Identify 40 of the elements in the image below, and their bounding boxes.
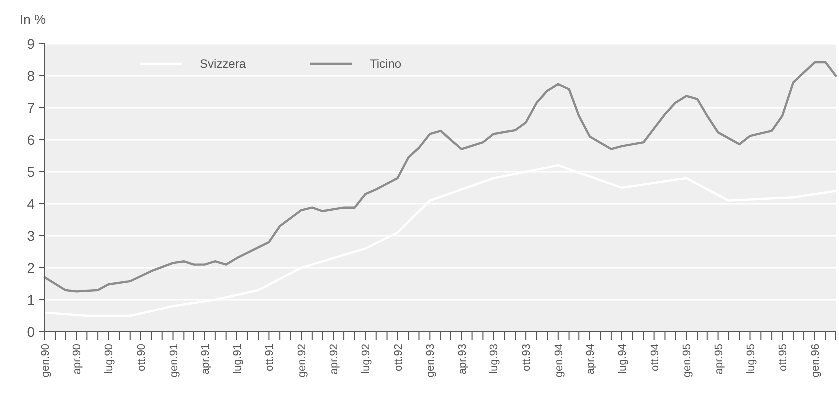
x-tick-label: lug.93 bbox=[488, 344, 501, 374]
y-tick-label: 8 bbox=[27, 68, 36, 84]
x-tick-label: gen.95 bbox=[682, 344, 694, 378]
y-tick-label: 9 bbox=[27, 36, 36, 52]
y-tick-label: 1 bbox=[27, 292, 36, 308]
x-tick-label: ott.90 bbox=[136, 344, 148, 372]
x-tick-label: lug.94 bbox=[617, 344, 629, 374]
x-tick-label: lug.92 bbox=[360, 344, 372, 374]
x-tick-label: gen.93 bbox=[425, 344, 438, 378]
x-tick-label: ott.94 bbox=[649, 344, 662, 372]
x-tick-label: gen.90 bbox=[40, 344, 52, 378]
y-tick-label: 0 bbox=[27, 324, 36, 340]
x-tick-label: apr.91 bbox=[200, 344, 212, 375]
legend-label: Svizzera bbox=[200, 57, 246, 71]
x-tick-label: apr.92 bbox=[328, 344, 340, 375]
x-tick-label: ott.91 bbox=[264, 344, 276, 372]
x-tick-label: apr.93 bbox=[456, 344, 469, 375]
y-tick-label: 5 bbox=[27, 164, 36, 180]
x-tick-label: apr.95 bbox=[713, 344, 726, 375]
x-tick-label: ott.93 bbox=[521, 344, 534, 372]
y-axis-title: In % bbox=[20, 12, 46, 27]
x-tick-label: ott.92 bbox=[392, 344, 405, 372]
x-tick-label: gen.96 bbox=[810, 344, 822, 378]
x-tick-label: lug.90 bbox=[104, 344, 116, 374]
x-tick-label: gen.94 bbox=[553, 344, 566, 378]
x-tick-label: gen.91 bbox=[168, 344, 180, 378]
x-tick-label: ott.95 bbox=[778, 344, 790, 372]
y-tick-label: 4 bbox=[27, 196, 36, 212]
y-tick-label: 7 bbox=[27, 100, 36, 116]
line-series bbox=[44, 61, 838, 293]
line-series bbox=[44, 164, 838, 318]
y-tick-label: 6 bbox=[27, 132, 36, 148]
y-tick-label: 3 bbox=[27, 228, 36, 244]
legend-label: Ticino bbox=[370, 57, 402, 71]
x-tick-label: lug.91 bbox=[232, 344, 244, 374]
x-tick-label: apr.90 bbox=[72, 344, 84, 375]
x-tick-label: lug.95 bbox=[745, 344, 758, 374]
x-tick-label: gen.92 bbox=[296, 344, 309, 378]
y-tick-label: 2 bbox=[27, 260, 36, 276]
x-tick-label: apr.94 bbox=[585, 344, 598, 375]
